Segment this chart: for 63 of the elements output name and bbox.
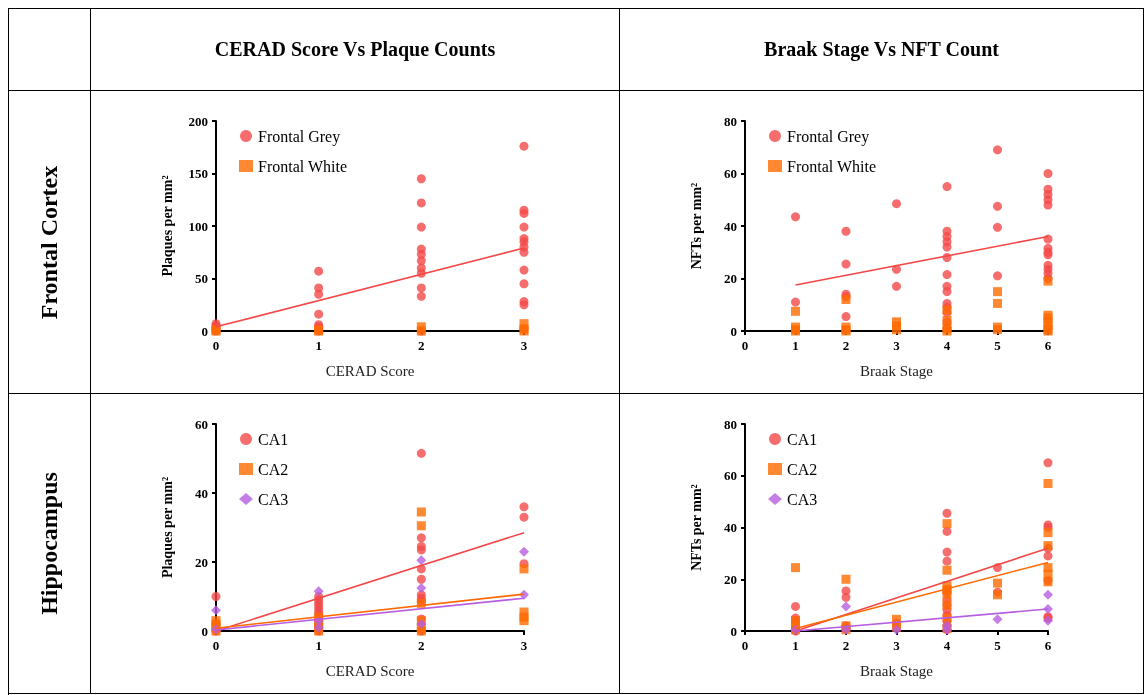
x-tick-label: 5 (994, 338, 1002, 353)
y-tick-label: 100 (188, 218, 208, 234)
legend-label: CA2 (258, 460, 289, 478)
x-tick-label: 3 (520, 638, 528, 653)
y-tick-label: 0 (730, 623, 737, 639)
y-tick-label: 0 (201, 623, 208, 639)
x-tick-label: 1 (792, 338, 799, 353)
y-tick-label: 80 (724, 113, 737, 129)
y-tick-label: 40 (724, 520, 737, 535)
x-tick-label: 0 (741, 338, 749, 353)
y-axis-title: Plaques per mm² (159, 175, 175, 277)
x-tick-label: 1 (315, 338, 322, 353)
x-tick-label: 2 (842, 338, 850, 353)
x-tick-label: 1 (315, 638, 322, 653)
y-tick-label: 20 (724, 571, 737, 587)
x-axis-title: CERAD Score (325, 362, 415, 379)
y-tick-label: 200 (188, 113, 208, 129)
x-tick-label: 4 (943, 338, 951, 353)
y-tick-label: 20 (724, 271, 737, 286)
legend-label: CA2 (787, 460, 818, 478)
legend-label: Frontal White (258, 157, 348, 175)
x-axis-title: Braak Stage (860, 362, 934, 379)
y-tick-label: 20 (195, 554, 208, 570)
legend-label: Frontal Grey (787, 127, 870, 146)
y-tick-label: 0 (730, 323, 737, 339)
chart-title: CERAD Score Vs Plaque Counts (91, 9, 620, 91)
y-tick-label: 80 (724, 416, 737, 432)
legend-label: Frontal White (787, 157, 877, 175)
x-tick-label: 3 (893, 638, 901, 653)
text: Frontal Cortex (36, 165, 63, 319)
x-tick-label: 2 (418, 638, 425, 653)
x-tick-label: 2 (842, 638, 850, 653)
y-tick-label: 40 (195, 485, 208, 501)
x-tick-label: 4 (943, 638, 951, 653)
legend-label: CA1 (787, 430, 818, 448)
y-tick-label: 50 (195, 271, 208, 286)
legend-label: CA3 (787, 490, 818, 508)
x-tick-label: 1 (792, 638, 799, 653)
legend-label: CA3 (258, 490, 289, 508)
text: Hippocampus (36, 472, 63, 615)
x-tick-label: 3 (893, 338, 901, 353)
x-tick-label: 0 (212, 638, 220, 653)
legend-label: Frontal Grey (258, 127, 341, 146)
x-tick-label: 6 (1044, 338, 1052, 353)
y-axis-title: NFTs per mm² (688, 484, 704, 571)
y-tick-label: 150 (188, 166, 208, 181)
x-tick-label: 2 (418, 338, 425, 353)
x-tick-label: 5 (994, 638, 1002, 653)
x-tick-label: 0 (741, 638, 749, 653)
y-tick-label: 40 (724, 218, 737, 234)
y-axis-title: Plaques per mm² (159, 476, 175, 579)
y-tick-label: 60 (724, 166, 737, 181)
y-tick-label: 60 (195, 416, 208, 432)
x-tick-label: 0 (212, 338, 220, 353)
x-axis-title: CERAD Score (325, 662, 415, 679)
y-axis-title: NFTs per mm² (688, 182, 704, 270)
x-tick-label: 6 (1044, 638, 1052, 653)
chart-title: Braak Stage Vs NFT Count (620, 9, 1144, 91)
x-axis-title: Braak Stage (860, 662, 934, 679)
y-tick-label: 0 (201, 323, 208, 339)
x-tick-label: 3 (520, 338, 528, 353)
legend-label: CA1 (258, 430, 289, 448)
y-tick-label: 60 (724, 468, 737, 484)
